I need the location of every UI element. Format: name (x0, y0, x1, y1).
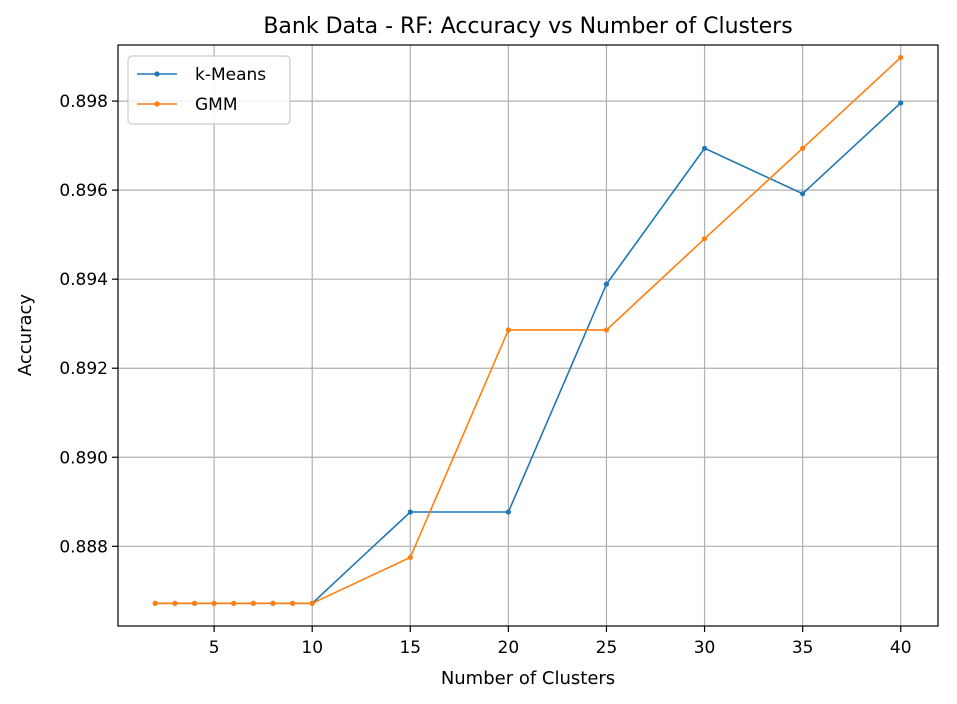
x-tick-label: 35 (792, 638, 814, 658)
x-tick-label: 5 (209, 638, 220, 658)
x-tick-label: 30 (694, 638, 716, 658)
data-point-gmm (407, 554, 413, 561)
data-point-gmm (152, 600, 158, 606)
y-tick-label: 0.892 (59, 359, 108, 379)
data-point-gmm (231, 600, 237, 606)
data-point-k-means (800, 191, 806, 197)
legend-box (127, 55, 291, 125)
x-axis: 5 10 15 20 25 30 35 40 (209, 626, 912, 658)
y-tick-label: 0.898 (59, 92, 108, 112)
x-tick-label: 25 (596, 638, 618, 658)
data-point-gmm (898, 54, 904, 61)
x-tick-label: 15 (399, 638, 421, 658)
legend-label-gmm: GMM (195, 95, 238, 115)
data-point-k-means (407, 509, 413, 515)
chart-title: Bank Data - RF: Accuracy vs Number of Cl… (263, 14, 792, 39)
data-point-k-means (505, 509, 511, 515)
x-axis-label: Number of Clusters (441, 668, 615, 689)
y-tick-label: 0.896 (59, 181, 108, 201)
data-point-k-means (603, 281, 610, 287)
data-point-gmm (211, 600, 217, 606)
y-tick-label: 0.894 (59, 270, 108, 290)
data-point-k-means (898, 100, 904, 106)
grid-lines (118, 45, 938, 626)
y-axis: 0.888 0.890 0.892 0.894 0.896 0.898 (59, 92, 118, 557)
data-point-gmm (309, 600, 315, 606)
data-point-gmm (701, 236, 708, 242)
data-point-k-means (701, 145, 708, 151)
plot-frame (117, 44, 939, 627)
x-tick-label: 10 (301, 638, 323, 658)
series-group (152, 54, 904, 606)
data-point-gmm (603, 327, 610, 333)
y-tick-label: 0.888 (59, 537, 108, 557)
data-point-gmm (289, 600, 296, 606)
x-tick-label: 40 (890, 638, 912, 658)
x-tick-label: 20 (498, 638, 520, 658)
y-tick-label: 0.890 (59, 448, 108, 468)
data-point-gmm (505, 327, 511, 333)
data-point-gmm (800, 145, 806, 151)
data-point-gmm (250, 600, 256, 606)
legend-marker-k-means (154, 71, 160, 77)
legend-label-k-means: k-Means (195, 65, 266, 85)
data-point-gmm (172, 600, 178, 606)
legend-marker-gmm (154, 101, 160, 107)
legend: k-Means GMM (127, 55, 291, 125)
data-point-gmm (191, 600, 198, 606)
data-point-gmm (270, 600, 276, 606)
y-axis-label: Accuracy (15, 294, 36, 377)
